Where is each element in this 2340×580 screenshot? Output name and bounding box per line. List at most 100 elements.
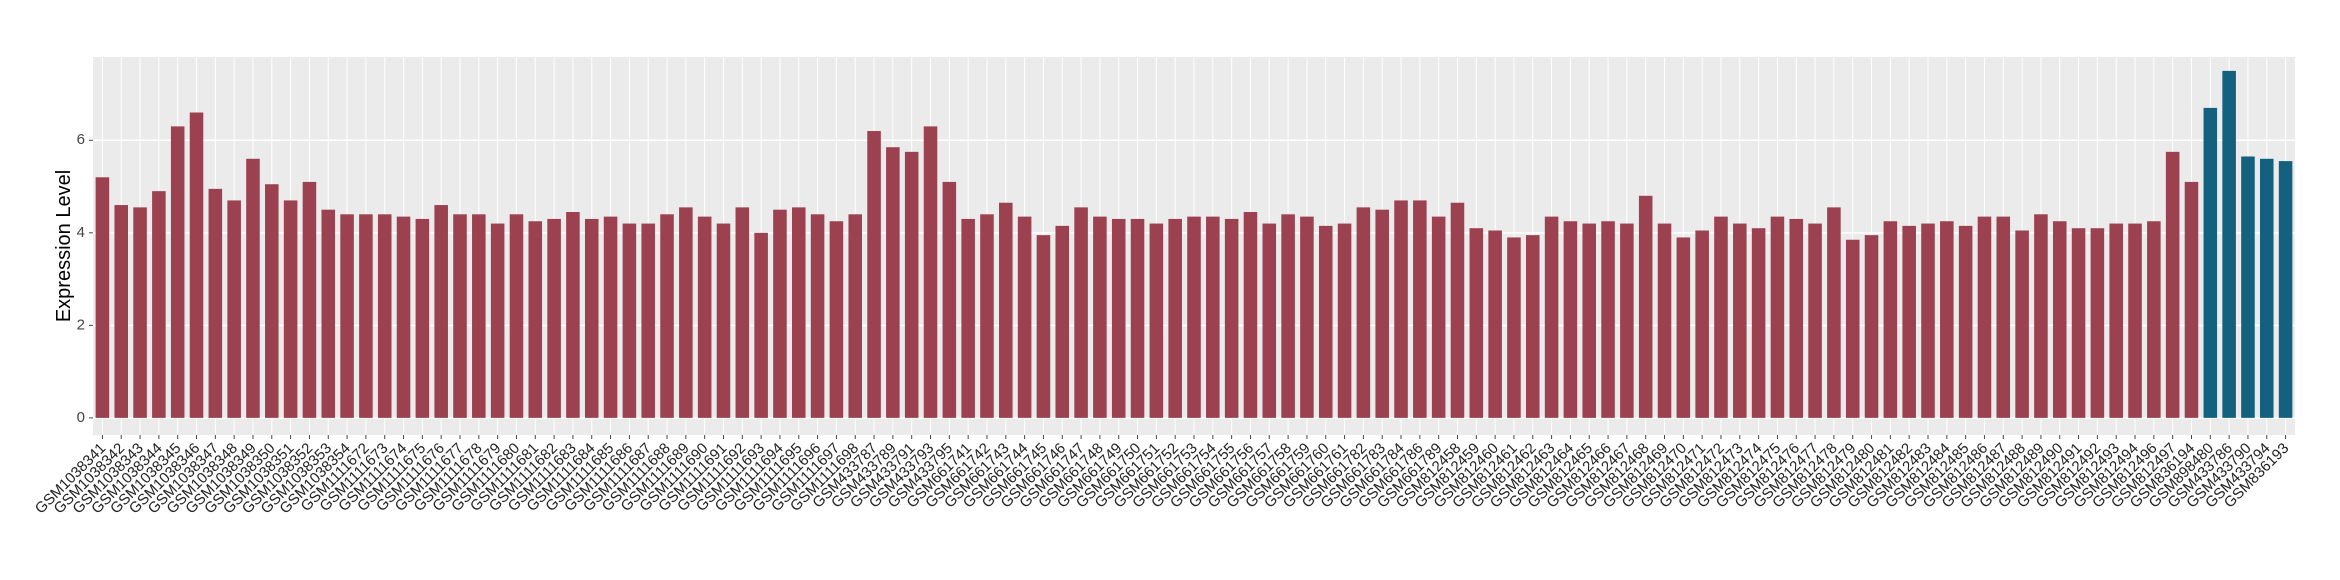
bar xyxy=(1582,223,1597,418)
bar xyxy=(735,207,750,418)
bar xyxy=(641,223,655,418)
bar xyxy=(2034,214,2048,418)
bar xyxy=(961,218,975,418)
bar xyxy=(1488,230,1502,418)
bar xyxy=(95,177,110,418)
bar xyxy=(302,181,317,418)
bar xyxy=(1751,228,1766,418)
bar xyxy=(396,216,411,418)
bar xyxy=(1450,202,1465,418)
bar xyxy=(1394,200,1408,418)
bar xyxy=(208,188,223,418)
bar xyxy=(472,214,486,418)
bar xyxy=(1676,237,1691,418)
bar xyxy=(1111,218,1126,418)
bar xyxy=(1940,221,1954,418)
bar xyxy=(1130,218,1145,418)
bar xyxy=(1601,221,1615,418)
bar xyxy=(2147,221,2161,418)
bar xyxy=(1337,223,1352,418)
bar xyxy=(1187,216,1201,418)
bar xyxy=(1469,228,1484,418)
bar xyxy=(2052,221,2067,418)
bar xyxy=(2203,107,2218,418)
bar xyxy=(1695,230,1709,418)
bar xyxy=(2090,228,2105,418)
bar xyxy=(1318,225,1333,418)
bar xyxy=(1243,211,1258,418)
bar xyxy=(377,214,392,418)
bar xyxy=(1883,221,1898,418)
bar xyxy=(697,216,712,418)
bar xyxy=(1977,216,1992,418)
bar xyxy=(2128,223,2142,418)
bar xyxy=(1620,223,1634,418)
y-axis-label: Expression Level xyxy=(53,170,75,322)
bar xyxy=(509,214,524,418)
bar xyxy=(2259,158,2274,418)
bar xyxy=(584,218,599,418)
bar xyxy=(490,223,505,418)
bar xyxy=(904,151,919,418)
bar xyxy=(773,209,787,418)
bar xyxy=(810,214,825,418)
bar xyxy=(133,207,147,418)
bar xyxy=(1902,225,1916,418)
bar xyxy=(603,216,618,418)
bar xyxy=(1356,207,1371,418)
bar xyxy=(359,214,373,418)
bar xyxy=(340,214,354,418)
bar xyxy=(415,218,430,418)
bar xyxy=(923,126,938,418)
bar xyxy=(1093,216,1107,418)
bar xyxy=(2109,223,2123,418)
bar xyxy=(622,223,637,418)
bar xyxy=(2222,70,2236,418)
bar xyxy=(1036,235,1051,418)
bar xyxy=(1657,223,1672,418)
bar xyxy=(2165,151,2180,418)
bar xyxy=(1149,223,1164,418)
bar xyxy=(1789,218,1804,418)
bar xyxy=(189,112,204,418)
bar xyxy=(227,200,241,418)
bar xyxy=(1168,218,1182,418)
bar xyxy=(829,221,844,418)
bar xyxy=(170,126,185,418)
bar xyxy=(1563,221,1578,418)
bar xyxy=(1996,216,2011,418)
bar xyxy=(1958,225,1973,418)
bar xyxy=(867,131,881,418)
bar xyxy=(1055,225,1070,418)
bar xyxy=(528,221,543,418)
bar xyxy=(886,147,900,418)
bar xyxy=(434,205,448,418)
bar xyxy=(265,184,279,418)
bar xyxy=(1074,207,1088,418)
y-tick-label: 2 xyxy=(77,316,85,333)
bar xyxy=(754,232,768,418)
bar xyxy=(848,214,863,418)
bar xyxy=(2184,181,2199,418)
bar xyxy=(1224,218,1239,418)
bar xyxy=(2071,228,2086,418)
bar xyxy=(1525,235,1540,418)
bar xyxy=(1017,216,1032,418)
bar xyxy=(152,191,166,418)
bar xyxy=(1827,207,1841,418)
bar xyxy=(1300,216,1314,418)
bar xyxy=(2015,230,2029,418)
bar xyxy=(566,211,580,418)
bar xyxy=(1714,216,1728,418)
bar xyxy=(547,218,561,418)
bar xyxy=(942,181,957,418)
bar xyxy=(999,202,1013,418)
bar xyxy=(1638,195,1653,418)
bar xyxy=(1808,223,1822,418)
bar xyxy=(1770,216,1785,418)
y-tick-label: 0 xyxy=(77,409,85,426)
bar xyxy=(1262,223,1277,418)
bar xyxy=(1206,216,1220,418)
bar xyxy=(114,205,129,418)
